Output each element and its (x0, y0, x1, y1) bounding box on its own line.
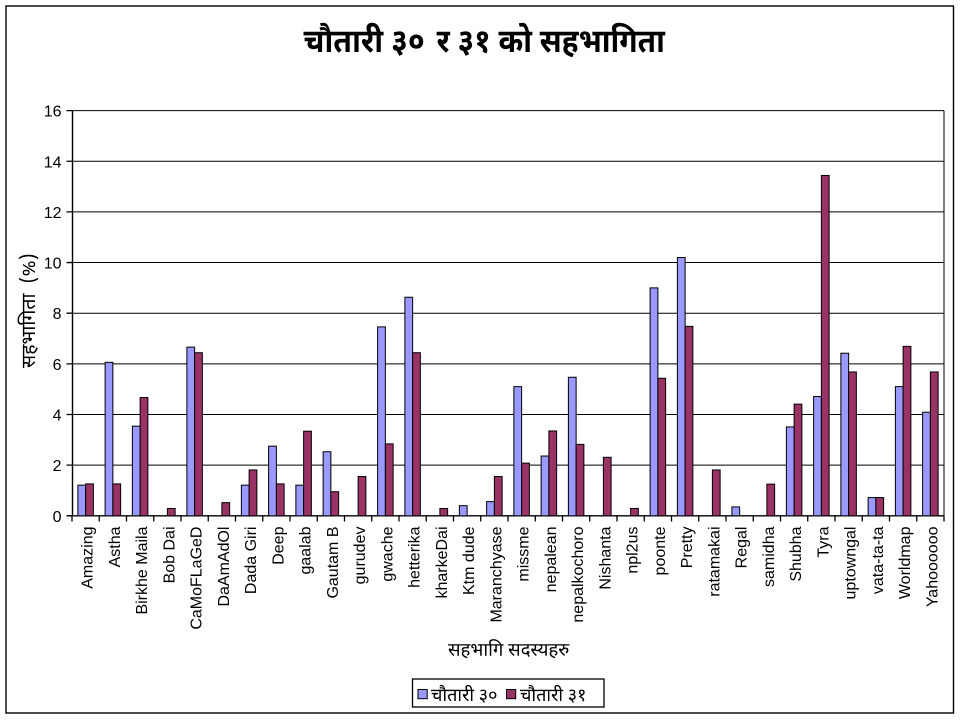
svg-text:8: 8 (53, 306, 62, 323)
svg-text:10: 10 (44, 256, 62, 273)
svg-text:Amazing: Amazing (80, 527, 97, 589)
svg-text:nepalean: nepalean (543, 527, 560, 593)
svg-text:16: 16 (44, 104, 62, 121)
svg-text:Shubha: Shubha (788, 526, 805, 581)
svg-text:Gautam B: Gautam B (325, 527, 342, 599)
svg-text:gaalab: gaalab (298, 526, 315, 574)
svg-text:gwache: gwache (379, 526, 396, 581)
svg-text:Tyra: Tyra (815, 526, 832, 557)
svg-text:Bob Dai: Bob Dai (161, 527, 178, 584)
svg-text:Birkhe Maila: Birkhe Maila (134, 526, 151, 614)
svg-text:nepalkochoro: nepalkochoro (570, 526, 587, 622)
svg-text:Astha: Astha (107, 526, 124, 567)
svg-text:gurudev: gurudev (352, 527, 369, 585)
svg-text:4: 4 (53, 408, 62, 425)
svg-text:npl2us: npl2us (625, 527, 642, 574)
svg-text:CaMoFLaGeD: CaMoFLaGeD (189, 527, 206, 630)
svg-text:12: 12 (44, 205, 62, 222)
svg-text:kharkeDai: kharkeDai (434, 527, 451, 599)
svg-text:2: 2 (53, 458, 62, 475)
svg-text:ratamakai: ratamakai (706, 527, 723, 597)
svg-text:DaAmAdOl: DaAmAdOl (216, 527, 233, 607)
svg-text:missme: missme (516, 526, 533, 581)
svg-text:Dada Giri: Dada Giri (243, 527, 260, 595)
svg-text:hetterika: hetterika (407, 526, 424, 587)
svg-text:Yahoooooo: Yahoooooo (924, 526, 941, 607)
svg-text:6: 6 (53, 357, 62, 374)
svg-text:14: 14 (44, 154, 62, 171)
svg-text:Deep: Deep (270, 526, 287, 564)
svg-text:Ktm dude: Ktm dude (461, 526, 478, 595)
svg-text:0: 0 (53, 509, 62, 526)
svg-text:samidha: samidha (761, 526, 778, 587)
svg-text:vata-ta-ta: vata-ta-ta (870, 526, 887, 594)
svg-text:Maranchyase: Maranchyase (488, 526, 505, 622)
svg-text:Regal: Regal (734, 527, 751, 569)
svg-text:Pretty: Pretty (679, 527, 696, 569)
svg-text:uptowngal: uptowngal (843, 527, 860, 600)
svg-text:Nishanta: Nishanta (597, 526, 614, 589)
svg-text:poonte: poonte (652, 526, 669, 575)
svg-text:Worldmap: Worldmap (897, 526, 914, 599)
